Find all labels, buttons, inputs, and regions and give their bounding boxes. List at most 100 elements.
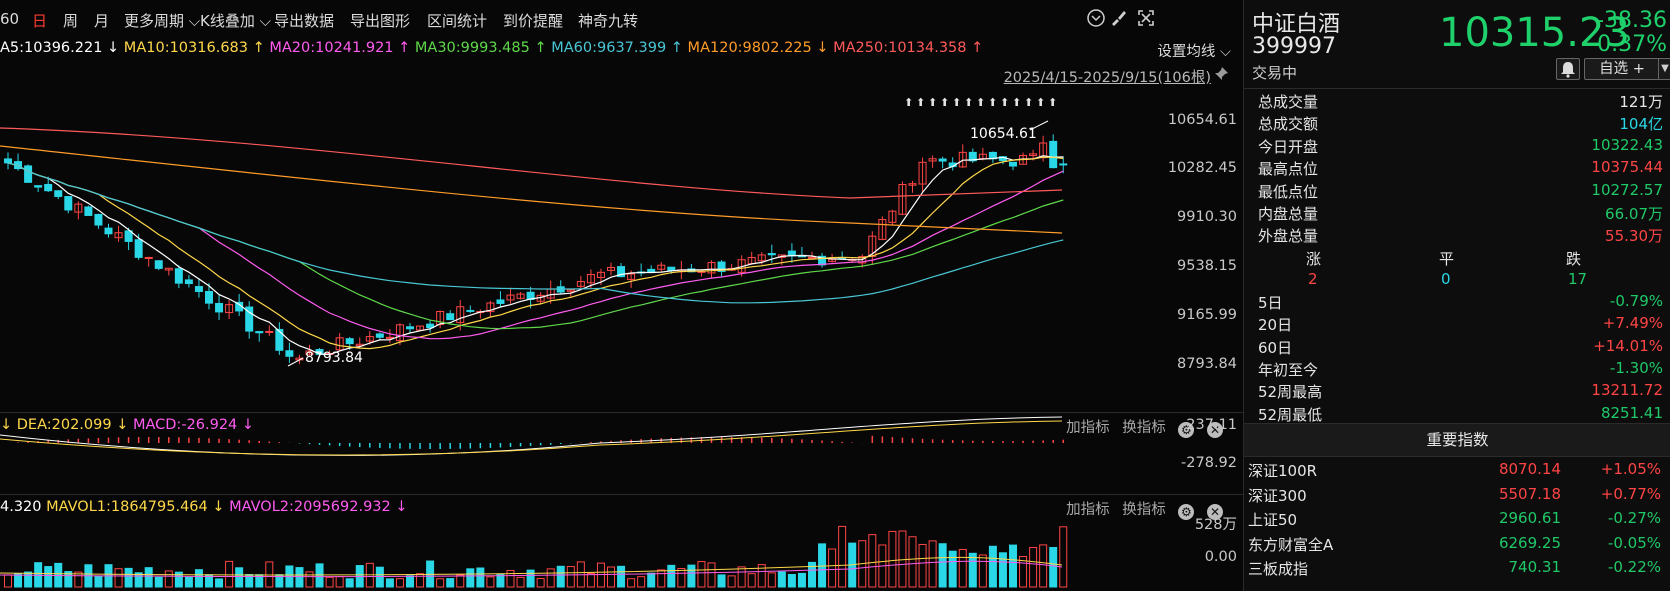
volume-bar [667, 564, 676, 588]
volume-bar [144, 567, 153, 588]
mavol1-line [0, 556, 1063, 576]
gear-icon[interactable]: ⚙ [1178, 422, 1195, 438]
stat-row: 今日开盘 10322.43 [1244, 134, 1670, 156]
candle-body [74, 203, 83, 213]
signal-arrow-mark: ⬆ [928, 96, 937, 109]
candle-body [44, 183, 53, 192]
toolbar-item-1[interactable]: 日 [32, 12, 48, 30]
volume-bar [938, 543, 947, 588]
advance-decline-count: 2 [1308, 269, 1318, 288]
fullscreen-icon[interactable] [1136, 8, 1158, 30]
index-row[interactable]: 上证50 2960.61 -0.27% [1244, 506, 1670, 531]
candle-body [717, 261, 726, 272]
volume-panel[interactable]: 4.320 MAVOL1:1864795.464 ↓ MAVOL2:209569… [0, 494, 1243, 591]
volume-bar [476, 567, 485, 588]
volume-bar [818, 543, 827, 588]
volume-bar [808, 561, 816, 588]
toolbar-item-10[interactable]: 神奇九转 [578, 12, 639, 30]
legend-item: MA10:10316.683 ↑ [119, 40, 265, 56]
candle-body [104, 227, 113, 235]
toolbar-item-5[interactable]: K线叠加 ⌵ [200, 12, 271, 30]
stat-row: 外盘总量 55.30万 [1244, 223, 1670, 245]
volume-bar [637, 576, 646, 588]
candle-body [174, 268, 183, 284]
candle-body [395, 324, 404, 342]
gear-icon[interactable]: ⚙ [1178, 504, 1195, 520]
candle-body [1059, 163, 1068, 166]
bell-icon[interactable] [1556, 58, 1580, 80]
close-icon[interactable]: ✕ [1207, 504, 1223, 520]
candle-body [617, 266, 626, 278]
kline-chart-area[interactable]: 60 日周月更多周期 ⌵ K线叠加 ⌵ 导出数据 导出图形 区间统计 到价提醒 神奇九转 A5… [0, 0, 1243, 591]
signal-arrow-mark: ⬆ [940, 96, 949, 109]
chevron-down-circle-icon[interactable] [1086, 8, 1108, 30]
toolbar-item-4[interactable]: 更多周期 ⌵ [124, 12, 201, 30]
brush-icon[interactable] [1108, 8, 1130, 30]
candle-body [265, 330, 274, 333]
toolbar-item-2[interactable]: 周 [63, 12, 79, 30]
swap-indicator-button[interactable]: 换指标 [1122, 420, 1166, 436]
index-name: 深证300 [1248, 486, 1307, 505]
volume-bar [496, 573, 505, 588]
candle-body [305, 350, 314, 355]
toolbar-item-7[interactable]: 导出图形 [350, 12, 411, 30]
index-row[interactable]: 东方财富全A 6269.25 -0.05% [1244, 531, 1670, 556]
volume-bar [225, 560, 234, 588]
watchlist-dropdown-button[interactable]: ▼ [1658, 58, 1670, 80]
legend-item: MA60:9637.399 ↑ [546, 40, 683, 56]
candle-body [285, 350, 294, 357]
date-range-label[interactable]: 2025/4/15-2025/9/15(106根) [1003, 70, 1211, 86]
candle-body [657, 264, 666, 270]
volume-bar [1059, 526, 1068, 588]
price-tick-label: 10282.45 [1167, 160, 1237, 176]
ma60-line [7, 162, 1064, 304]
macd-panel[interactable]: ↓ DEA:202.099 ↓ MACD:-26.924 ↓ 加指标 换指标 ⚙… [0, 412, 1243, 493]
high-annotation: 10654.61 [970, 126, 1037, 142]
signal-arrow-mark: ⬆ [904, 96, 913, 109]
toolbar-item-0[interactable]: 60 [0, 10, 20, 28]
volume-bar [526, 569, 535, 588]
candle-body [1029, 153, 1038, 156]
index-row[interactable]: 深证300 5507.18 +0.77% [1244, 482, 1670, 507]
volume-bar [838, 525, 847, 588]
candle-body [225, 304, 234, 314]
toolbar-item-6[interactable]: 导出数据 [274, 12, 335, 30]
add-indicator-button[interactable]: 加指标 [1066, 502, 1110, 518]
candle-body [4, 158, 12, 164]
perf-value: -1.30% [1609, 358, 1663, 377]
volume-bar [988, 545, 997, 588]
volume-bar [345, 578, 354, 588]
close-icon[interactable]: ✕ [1207, 422, 1223, 438]
stat-value: 104亿 [1619, 115, 1663, 134]
volume-bar [1039, 544, 1048, 588]
perf-row: 20日 +7.49% [1244, 312, 1670, 334]
perf-row: 52周最高 13211.72 [1244, 379, 1670, 401]
signal-arrow-mark: ⬆ [1012, 96, 1021, 109]
toolbar-item-3[interactable]: 月 [94, 12, 110, 30]
volume-bar [375, 566, 384, 588]
signal-arrow-mark: ⬆ [988, 96, 997, 109]
index-row[interactable]: 三板成指 740.31 -0.22% [1244, 555, 1670, 580]
period-performance: 5日 -0.79% 20日 +7.49% 60日 +14.01% 年初至今 -1.30% 52周… [1244, 290, 1670, 424]
volume-bar [978, 554, 987, 588]
perf-label: 20日 [1258, 316, 1293, 335]
add-to-watchlist-button[interactable]: 自选 + [1584, 58, 1660, 80]
ma-settings-button[interactable]: 设置均线 ⌵ [1157, 44, 1231, 60]
swap-indicator-button[interactable]: 换指标 [1122, 502, 1166, 518]
stat-label: 总成交额 [1258, 115, 1319, 134]
perf-value: +7.49% [1602, 314, 1663, 333]
toolbar-item-8[interactable]: 区间统计 [427, 12, 488, 30]
legend-item: MA20:10241.921 ↑ [264, 40, 411, 56]
index-price: 5507.18 [1498, 484, 1561, 503]
index-row[interactable]: 深证100R 8070.14 +1.05% [1244, 457, 1670, 482]
dea-line [0, 420, 1063, 456]
volume-bar [114, 568, 123, 588]
pin-icon[interactable] [1213, 66, 1231, 84]
candle-body [124, 230, 133, 242]
add-indicator-button[interactable]: 加指标 [1066, 420, 1110, 436]
candle-body [245, 306, 254, 332]
toolbar-item-9[interactable]: 到价提醒 [503, 12, 564, 30]
candle-body [466, 309, 475, 312]
candle-body [154, 260, 163, 269]
